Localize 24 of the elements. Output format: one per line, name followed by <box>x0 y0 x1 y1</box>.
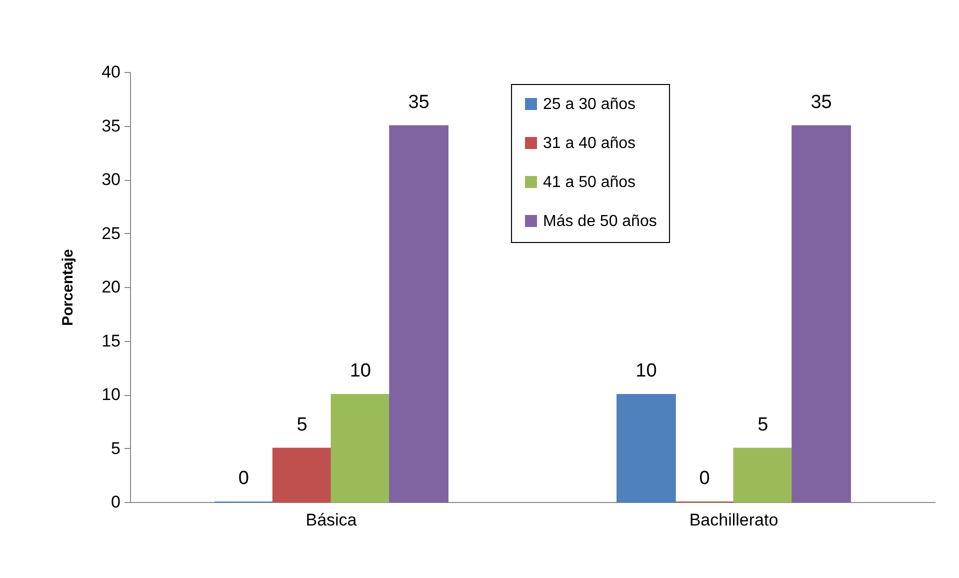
y-axis-title: Porcentaje <box>60 249 77 326</box>
y-tick-label: 10 <box>102 385 120 404</box>
data-label: 5 <box>296 414 308 436</box>
legend-label: 41 a 50 años <box>543 174 636 191</box>
data-label: 10 <box>636 360 657 382</box>
x-tick-label: Básica <box>306 510 358 530</box>
data-label: 35 <box>408 92 430 113</box>
data-label: 0 <box>238 468 249 489</box>
y-tick-label: 0 <box>111 492 120 512</box>
y-tick-label: 15 <box>102 331 120 350</box>
legend-label: 25 a 30 años <box>543 96 636 113</box>
legend-label: 31 a 40 años <box>543 135 636 152</box>
y-tick-label: 40 <box>102 62 120 82</box>
y-tick-label: 20 <box>102 278 120 296</box>
data-label: 0 <box>699 468 710 489</box>
x-tick-label: Bachillerato <box>689 510 778 530</box>
y-tick-label: 25 <box>102 224 120 243</box>
data-label: 35 <box>810 92 832 113</box>
data-label: 5 <box>758 414 768 436</box>
y-tick-label: 30 <box>102 170 120 189</box>
y-tick-label: 35 <box>102 116 120 136</box>
y-tick-label: 5 <box>111 438 120 458</box>
legend-label: Más de 50 años <box>543 213 657 230</box>
data-label: 10 <box>350 360 371 382</box>
